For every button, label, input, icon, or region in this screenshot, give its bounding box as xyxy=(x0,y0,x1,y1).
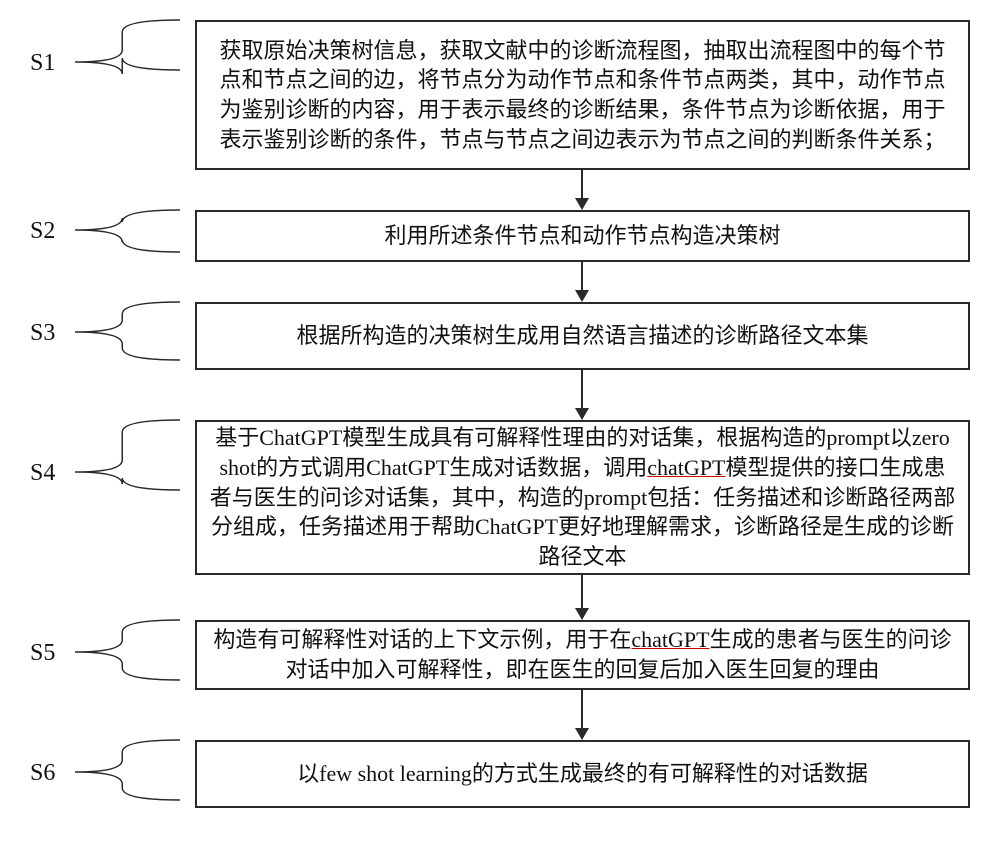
arrow-head-icon xyxy=(575,198,589,210)
bracket-connector xyxy=(75,292,190,370)
flow-node-s1: 获取原始决策树信息，获取文献中的诊断流程图，抽取出流程图中的每个节点和节点之间的… xyxy=(195,20,970,170)
arrow-head-icon xyxy=(575,608,589,620)
flow-node-s4: 基于ChatGPT模型生成具有可解释性理由的对话集，根据构造的prompt以ze… xyxy=(195,420,970,575)
flow-node-text: 以few shot learning的方式生成最终的有可解释性的对话数据 xyxy=(297,759,868,789)
arrow-head-icon xyxy=(575,728,589,740)
bracket-connector xyxy=(75,200,190,262)
flow-node-s6: 以few shot learning的方式生成最终的有可解释性的对话数据 xyxy=(195,740,970,808)
flow-node-s5: 构造有可解释性对话的上下文示例，用于在chatGPT生成的患者与医生的问诊对话中… xyxy=(195,620,970,690)
arrow-head-icon xyxy=(575,290,589,302)
flow-node-text: 基于ChatGPT模型生成具有可解释性理由的对话集，根据构造的prompt以ze… xyxy=(209,423,956,571)
bracket-connector xyxy=(75,610,190,690)
flow-edge-s4-s5 xyxy=(581,575,583,608)
flow-node-s3: 根据所构造的决策树生成用自然语言描述的诊断路径文本集 xyxy=(195,302,970,370)
bracket-connector xyxy=(75,10,190,80)
step-label-s2: S2 xyxy=(30,218,55,245)
flow-node-s2: 利用所述条件节点和动作节点构造决策树 xyxy=(195,210,970,262)
step-label-s5: S5 xyxy=(30,640,55,667)
step-label-s6: S6 xyxy=(30,760,55,787)
flow-node-text: 利用所述条件节点和动作节点构造决策树 xyxy=(384,221,780,251)
flow-edge-s5-s6 xyxy=(581,690,583,728)
flow-node-text: 构造有可解释性对话的上下文示例，用于在chatGPT生成的患者与医生的问诊对话中… xyxy=(209,625,956,684)
flow-node-text: 获取原始决策树信息，获取文献中的诊断流程图，抽取出流程图中的每个节点和节点之间的… xyxy=(209,36,956,155)
step-label-s1: S1 xyxy=(30,50,55,77)
step-label-s3: S3 xyxy=(30,320,55,347)
flow-edge-s3-s4 xyxy=(581,370,583,408)
step-label-s4: S4 xyxy=(30,460,55,487)
flowchart-root: S1 获取原始决策树信息，获取文献中的诊断流程图，抽取出流程图中的每个节点和节点之… xyxy=(0,0,1000,850)
arrow-head-icon xyxy=(575,408,589,420)
flow-edge-s2-s3 xyxy=(581,262,583,290)
flow-edge-s1-s2 xyxy=(581,170,583,198)
bracket-connector xyxy=(75,730,190,810)
flow-node-text: 根据所构造的决策树生成用自然语言描述的诊断路径文本集 xyxy=(296,321,868,351)
bracket-connector xyxy=(75,410,190,500)
